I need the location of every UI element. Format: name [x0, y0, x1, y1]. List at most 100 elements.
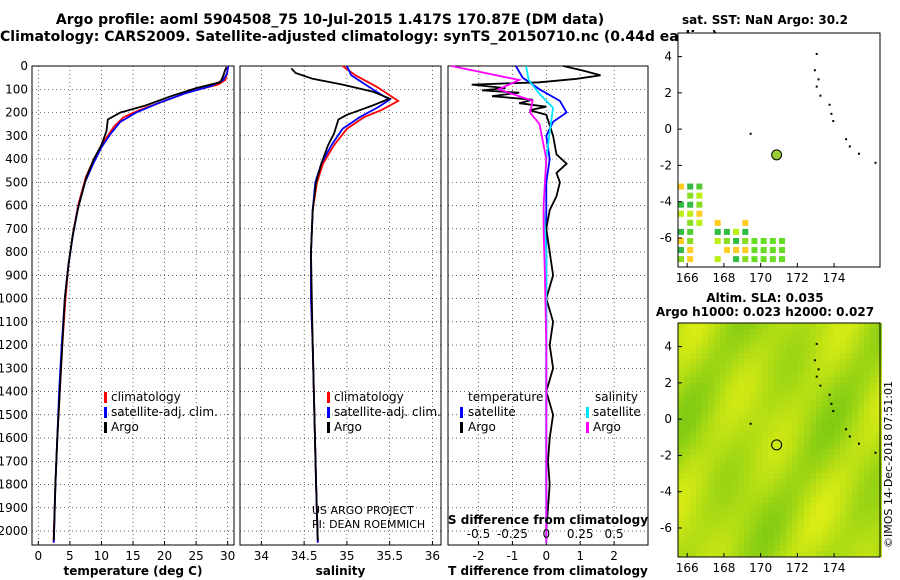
sla-cell: [810, 359, 816, 365]
sla-cell: [864, 545, 870, 551]
sla-cell: [714, 383, 720, 389]
sla-cell: [768, 437, 774, 443]
sla-cell: [738, 503, 744, 509]
depth-tick-label: 1100: [0, 315, 28, 329]
sla-cell: [816, 521, 822, 527]
sla-cell: [798, 365, 804, 371]
sla-cell: [738, 335, 744, 341]
sla-cell: [732, 359, 738, 365]
sla-cell: [846, 389, 852, 395]
sla-cell: [876, 509, 882, 515]
sla-cell: [708, 425, 714, 431]
sla-cell: [690, 497, 696, 503]
sla-cell: [858, 437, 864, 443]
sla-cell: [804, 413, 810, 419]
sla-cell: [702, 521, 708, 527]
sla-cell: [678, 425, 684, 431]
sla-cell: [852, 491, 858, 497]
sst-cell: [678, 247, 684, 254]
sla-cell: [816, 443, 822, 449]
sla-cell: [876, 485, 882, 491]
sla-cell: [690, 419, 696, 425]
sst-cell: [678, 201, 684, 208]
sla-cell: [750, 461, 756, 467]
sla-cell: [720, 365, 726, 371]
sst-cell: [751, 256, 758, 263]
sla-cell: [846, 479, 852, 485]
sla-cell: [696, 479, 702, 485]
sla-cell: [762, 341, 768, 347]
sla-cell: [738, 389, 744, 395]
sla-cell: [774, 341, 780, 347]
map-y-tick-label: 2: [664, 86, 672, 100]
sla-cell: [786, 479, 792, 485]
sla-cell: [684, 329, 690, 335]
island: [749, 422, 752, 425]
sla-cell: [840, 347, 846, 353]
sla-cell: [720, 359, 726, 365]
sla-cell: [738, 545, 744, 551]
legend-swatch: [460, 422, 463, 433]
sla-cell: [840, 539, 846, 545]
depth-tick-label: 200: [5, 106, 28, 120]
sla-cell: [810, 515, 816, 521]
sla-cell: [714, 395, 720, 401]
sla-cell: [810, 533, 816, 539]
sla-cell: [852, 413, 858, 419]
sla-cell: [732, 461, 738, 467]
sla-cell: [768, 467, 774, 473]
sla-cell: [846, 449, 852, 455]
sla-cell: [804, 341, 810, 347]
sla-cell: [720, 491, 726, 497]
sla-cell: [768, 491, 774, 497]
sla-cell: [834, 431, 840, 437]
sla-cell: [780, 467, 786, 473]
sla-cell: [714, 551, 720, 557]
sla-cell: [876, 353, 882, 359]
sla-cell: [690, 545, 696, 551]
sst-cell: [678, 210, 684, 217]
island: [819, 94, 822, 97]
sla-cell: [738, 377, 744, 383]
sla-cell: [876, 407, 882, 413]
sla-cell: [864, 521, 870, 527]
sla-cell: [738, 485, 744, 491]
sla-cell: [756, 437, 762, 443]
sla-cell: [678, 371, 684, 377]
sla-cell: [690, 401, 696, 407]
island: [848, 145, 851, 148]
sla-cell: [684, 461, 690, 467]
sla-cell: [780, 527, 786, 533]
sla-cell: [726, 497, 732, 503]
sla-cell: [822, 539, 828, 545]
sla-cell: [780, 545, 786, 551]
depth-tick-label: 700: [5, 222, 28, 236]
sla-cell: [858, 497, 864, 503]
sst-cell: [696, 219, 703, 226]
sla-cell: [792, 533, 798, 539]
sla-cell: [822, 479, 828, 485]
sla-cell: [834, 545, 840, 551]
sla-cell: [786, 545, 792, 551]
map-y-tick-label: -4: [660, 195, 672, 209]
sla-cell: [816, 497, 822, 503]
sla-cell: [810, 509, 816, 515]
sla-cell: [762, 425, 768, 431]
sla-cell: [858, 425, 864, 431]
sla-cell: [708, 431, 714, 437]
sla-cell: [804, 323, 810, 329]
sla-cell: [798, 419, 804, 425]
sla-cell: [720, 341, 726, 347]
sla-cell: [804, 515, 810, 521]
sla-cell: [864, 377, 870, 383]
sla-cell: [834, 347, 840, 353]
sla-cell: [786, 449, 792, 455]
island: [830, 112, 833, 115]
sla-cell: [726, 335, 732, 341]
sla-cell: [780, 491, 786, 497]
sla-cell: [768, 413, 774, 419]
sla-cell: [816, 479, 822, 485]
sla-cell: [756, 461, 762, 467]
map-x-tick-label: 172: [786, 561, 809, 575]
